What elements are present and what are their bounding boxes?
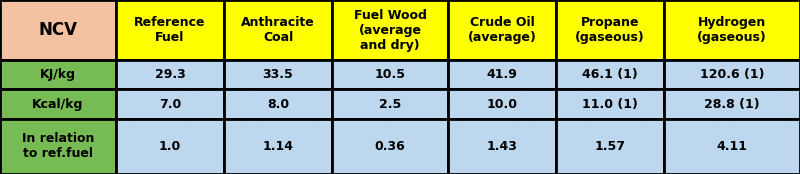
- Text: Kcal/kg: Kcal/kg: [32, 97, 84, 110]
- Text: 28.8 (1): 28.8 (1): [704, 97, 760, 110]
- Bar: [664, 119, 800, 174]
- Text: 8.0: 8.0: [267, 97, 289, 110]
- Bar: [0, 0, 116, 60]
- Text: 10.0: 10.0: [486, 97, 518, 110]
- Text: 2.5: 2.5: [379, 97, 401, 110]
- Bar: [664, 0, 800, 60]
- Bar: [116, 89, 224, 119]
- Text: Reference
Fuel: Reference Fuel: [134, 16, 206, 44]
- Bar: [116, 0, 224, 60]
- Bar: [556, 0, 664, 60]
- Text: 7.0: 7.0: [159, 97, 181, 110]
- Text: 29.3: 29.3: [154, 68, 186, 81]
- Text: Hydrogen
(gaseous): Hydrogen (gaseous): [697, 16, 767, 44]
- Bar: [0, 89, 116, 119]
- Bar: [116, 60, 224, 89]
- Bar: [332, 60, 448, 89]
- Bar: [664, 60, 800, 89]
- Bar: [332, 0, 448, 60]
- Text: In relation
to ref.fuel: In relation to ref.fuel: [22, 132, 94, 160]
- Text: Fuel Wood
(average
and dry): Fuel Wood (average and dry): [354, 9, 426, 52]
- Text: 120.6 (1): 120.6 (1): [700, 68, 764, 81]
- Text: 33.5: 33.5: [262, 68, 294, 81]
- Text: Crude Oil
(average): Crude Oil (average): [467, 16, 537, 44]
- Text: NCV: NCV: [38, 21, 78, 39]
- Bar: [224, 89, 332, 119]
- Text: 1.14: 1.14: [262, 140, 294, 153]
- Bar: [0, 119, 116, 174]
- Bar: [664, 89, 800, 119]
- Bar: [0, 60, 116, 89]
- Text: Propane
(gaseous): Propane (gaseous): [575, 16, 645, 44]
- Text: Anthracite
Coal: Anthracite Coal: [241, 16, 315, 44]
- Bar: [224, 60, 332, 89]
- Text: 0.36: 0.36: [374, 140, 406, 153]
- Text: 4.11: 4.11: [717, 140, 747, 153]
- Bar: [116, 119, 224, 174]
- Bar: [224, 119, 332, 174]
- Text: 1.43: 1.43: [486, 140, 518, 153]
- Text: 1.57: 1.57: [594, 140, 626, 153]
- Bar: [556, 60, 664, 89]
- Bar: [448, 60, 556, 89]
- Text: 10.5: 10.5: [374, 68, 406, 81]
- Text: 46.1 (1): 46.1 (1): [582, 68, 638, 81]
- Bar: [448, 119, 556, 174]
- Text: 11.0 (1): 11.0 (1): [582, 97, 638, 110]
- Text: 1.0: 1.0: [159, 140, 181, 153]
- Bar: [556, 119, 664, 174]
- Text: 41.9: 41.9: [486, 68, 518, 81]
- Bar: [224, 0, 332, 60]
- Bar: [332, 119, 448, 174]
- Bar: [556, 89, 664, 119]
- Text: KJ/kg: KJ/kg: [40, 68, 76, 81]
- Bar: [448, 89, 556, 119]
- Bar: [332, 89, 448, 119]
- Bar: [448, 0, 556, 60]
